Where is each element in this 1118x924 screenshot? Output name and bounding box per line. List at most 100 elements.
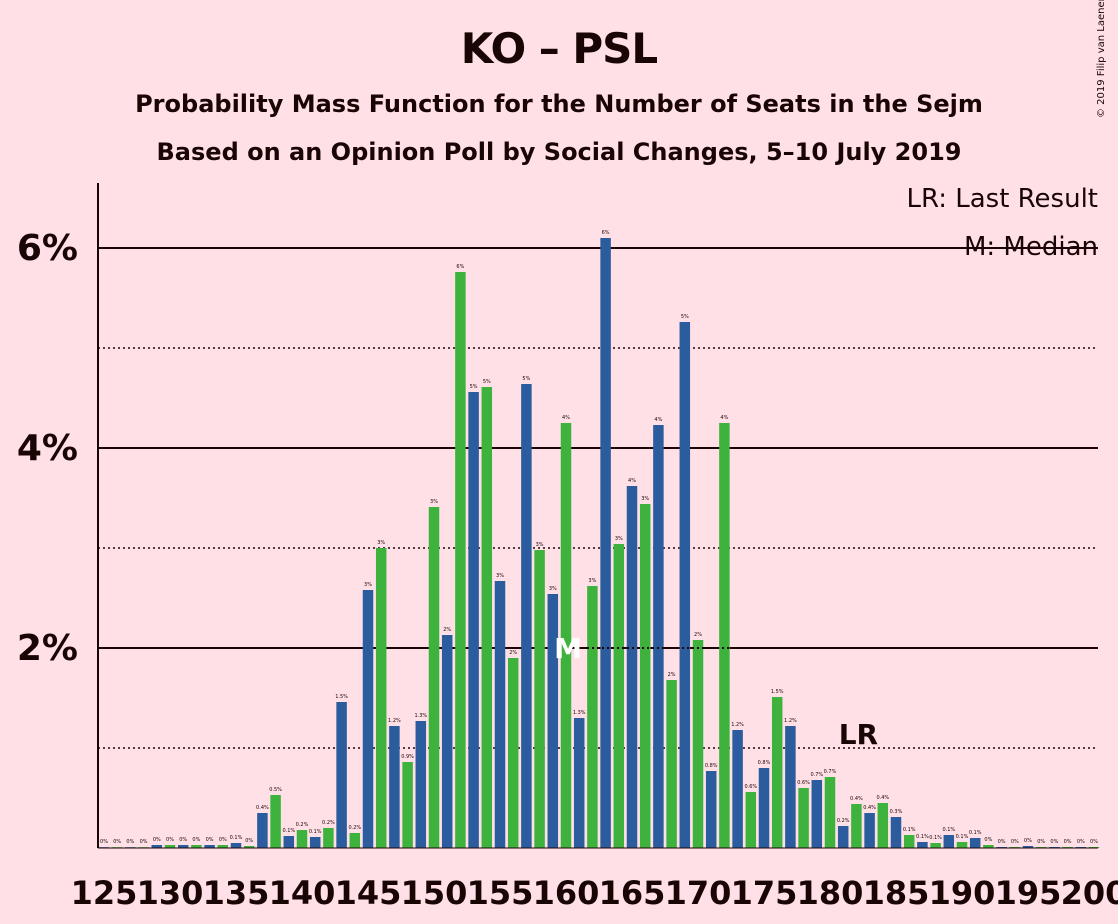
bar-label-seat-174: 0.6% [744,784,757,790]
bar-label-seat-183: 0.4% [863,805,876,811]
bar-label-seat-198: 0% [1064,839,1072,845]
bar-seat-160 [560,423,572,848]
x-tick-label: 180 [797,874,864,912]
bar-seat-155 [494,581,506,848]
bar-label-seat-175: 0.8% [758,760,771,766]
bar-label-seat-160: 4% [562,415,570,421]
x-tick-label: 130 [137,874,204,912]
bar-label-seat-163: 6% [602,230,610,236]
bar-label-seat-138: 0.5% [269,787,282,793]
bar-label-seat-147: 1.2% [388,718,401,724]
bar-seat-191 [969,838,981,848]
bars [98,238,1100,848]
axes [97,183,1098,849]
bar-label-seat-197: 0% [1050,839,1058,845]
bar-label-seat-171: 0.8% [705,763,718,769]
chart-title: KO – PSL [460,24,658,73]
x-tick-label: 195 [995,874,1062,912]
bar-seat-190 [956,842,968,848]
bar-label-seat-162: 3% [588,578,596,584]
bar-label-seat-127: 0% [126,839,134,845]
bar-seat-175 [758,768,770,848]
bar-seat-171 [705,771,717,848]
bar-seat-162 [587,586,598,848]
bar-seat-170 [692,640,704,848]
bar-label-seat-134: 0% [219,837,227,843]
bar-seat-172 [719,423,730,848]
bar-label-seat-164: 3% [615,536,623,542]
bar-seat-184 [877,803,889,848]
bar-seat-144 [349,833,361,848]
bar-seat-181 [837,826,849,848]
bar-seat-177 [785,726,796,848]
bar-label-seat-149: 1.3% [414,713,427,719]
bar-seat-183 [864,813,875,848]
bar-label-seat-136: 0% [245,838,253,844]
bar-labels: 0% 0% 0% 0% 0% 0% 0% 0% 0% 0% 0.1% 0%0.4%0.5%0.1%0.… [100,230,1098,845]
bar-label-seat-140: 0.2% [296,822,309,828]
bar-seat-178 [798,788,809,848]
bar-seat-133 [204,845,215,848]
y-tick-label: 4% [17,428,78,469]
x-tick-label: 190 [929,874,996,912]
bar-label-seat-125: 0% [100,839,108,845]
bar-seat-145 [362,590,374,848]
bar-seat-132 [191,845,202,848]
bar-seat-148 [402,762,413,848]
bar-seat-152 [455,272,466,848]
bar-label-seat-182: 0.4% [850,796,863,802]
median-marker: M [554,632,582,665]
bar-label-seat-158: 3% [536,542,544,548]
bar-label-seat-172: 4% [720,415,728,421]
bar-label-seat-191: 0.1% [969,830,982,836]
bar-seat-163 [600,238,611,848]
legend-median: M: Median [963,232,1098,262]
x-tick-label: 185 [863,874,930,912]
bar-seat-169 [679,322,691,848]
bar-label-seat-137: 0.4% [256,805,269,811]
bar-label-seat-190: 0.1% [956,834,969,840]
bar-seat-129 [151,845,163,848]
bar-label-seat-179: 0.7% [810,772,823,778]
bar-seat-182 [851,804,862,848]
x-tick-label: 155 [467,874,534,912]
bar-label-seat-144: 0.2% [348,825,361,831]
bar-seat-188 [930,843,941,848]
bar-seat-192 [983,845,994,848]
bar-seat-154 [481,387,493,848]
bar-label-seat-184: 0.4% [876,795,889,801]
bar-label-seat-148: 0.9% [401,754,414,760]
bar-label-seat-132: 0% [192,837,200,843]
bar-label-seat-176: 1.5% [771,689,784,695]
bar-seat-168 [666,680,677,848]
bar-seat-180 [824,777,836,848]
x-tick-label: 150 [401,874,468,912]
y-tick-label: 2% [17,628,78,669]
bar-label-seat-178: 0.6% [797,780,810,786]
bar-seat-158 [534,550,545,848]
bar-label-seat-157: 5% [522,376,530,382]
bar-label-seat-161: 1.3% [573,710,586,716]
bar-label-seat-194: 0% [1011,839,1019,845]
bar-seat-159 [547,594,559,848]
x-tick-label: 200 [1061,874,1118,912]
bar-label-seat-133: 0% [206,837,214,843]
x-tick-label: 160 [533,874,600,912]
bar-label-seat-181: 0.2% [837,818,850,824]
bar-label-seat-177: 1.2% [784,718,797,724]
bar-label-seat-199: 0% [1077,839,1085,845]
bar-seat-138 [270,795,281,848]
bar-label-seat-165: 4% [628,478,636,484]
bar-label-seat-189: 0.1% [942,827,955,833]
bar-seat-157 [521,384,532,848]
bar-label-seat-170: 2% [694,632,702,638]
bar-label-seat-166: 3% [641,496,649,502]
bar-seat-146 [375,548,387,848]
bar-seat-130 [164,845,176,848]
bar-seat-161 [573,718,585,848]
bar-label-seat-159: 3% [549,586,557,592]
bar-seat-150 [428,507,440,848]
bar-label-seat-145: 3% [364,582,372,588]
bar-label-seat-168: 2% [668,672,676,678]
y-tick-labels: 2% 4% 6% [17,228,78,669]
